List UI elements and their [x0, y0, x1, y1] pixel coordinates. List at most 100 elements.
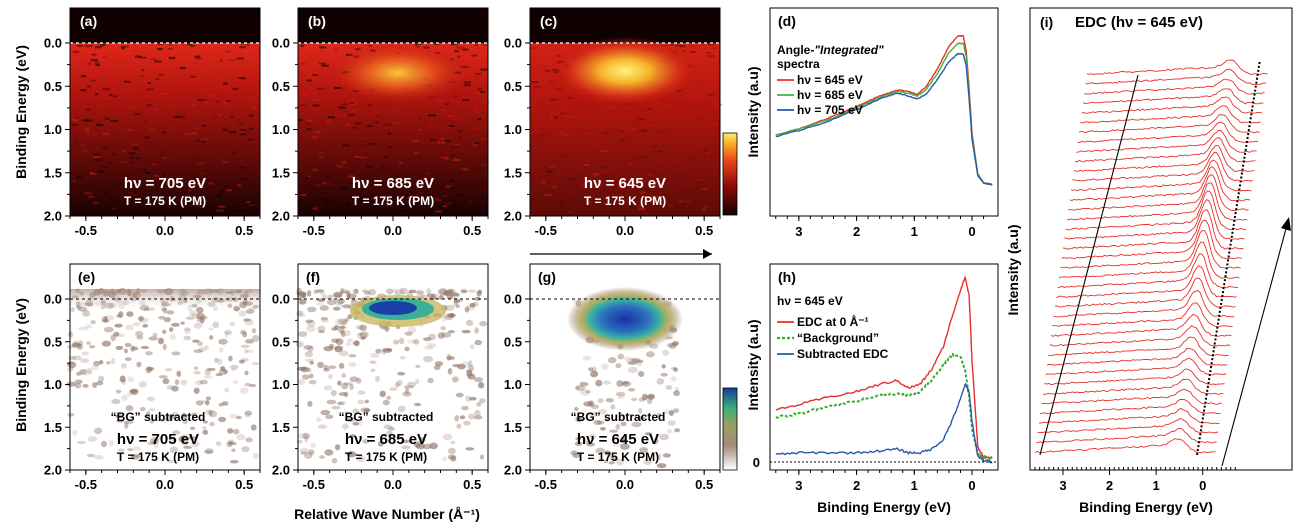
noise-speck	[546, 73, 551, 76]
noise-speck	[230, 367, 236, 372]
noise-speck	[369, 360, 377, 364]
noise-speck	[136, 166, 141, 169]
y-tick-label: 1.5	[272, 165, 290, 180]
noise-speck	[154, 60, 162, 63]
noise-speck	[81, 368, 92, 376]
noise-speck	[474, 44, 478, 47]
noise-speck	[222, 66, 229, 69]
noise-speck	[459, 167, 466, 170]
noise-speck	[117, 448, 125, 452]
noise-speck	[712, 47, 718, 50]
noise-speck	[146, 104, 153, 107]
noise-speck	[146, 396, 156, 402]
noise-speck	[169, 195, 176, 198]
zero-label: 0	[753, 455, 760, 470]
noise-speck	[190, 75, 196, 78]
noise-speck	[639, 180, 646, 183]
noise-speck	[354, 288, 359, 295]
noise-speck	[305, 122, 312, 125]
noise-speck	[457, 363, 466, 370]
noise-speck	[346, 123, 350, 126]
noise-speck	[448, 179, 454, 182]
noise-speck	[101, 340, 112, 347]
noise-speck	[414, 378, 420, 385]
noise-speck	[575, 416, 583, 423]
noise-speck	[111, 153, 117, 156]
noise-speck	[367, 104, 372, 107]
noise-speck	[306, 75, 310, 78]
noise-speck	[109, 93, 113, 96]
noise-speck	[329, 343, 334, 349]
y-tick-label: 0.5	[44, 334, 62, 349]
noise-speck	[156, 48, 163, 51]
noise-speck	[398, 195, 404, 198]
photon-energy-label: hν = 705 eV	[124, 175, 206, 192]
noise-speck	[173, 115, 181, 118]
noise-speck	[559, 132, 566, 135]
noise-speck	[96, 64, 101, 67]
noise-speck	[311, 91, 318, 94]
noise-speck	[116, 314, 121, 318]
noise-speck	[426, 172, 432, 175]
noise-speck	[653, 177, 661, 180]
y-tick-label: 2.0	[44, 209, 62, 224]
noise-speck	[339, 43, 348, 46]
top-ylabel: Binding Energy (eV)	[13, 45, 29, 179]
noise-speck	[479, 320, 488, 327]
noise-speck	[445, 158, 449, 161]
noise-speck	[148, 408, 156, 412]
noise-speck	[352, 340, 359, 346]
noise-speck	[427, 343, 437, 348]
noise-speck	[377, 440, 384, 447]
noise-speck	[334, 444, 341, 451]
noise-speck	[317, 325, 326, 333]
noise-speck	[196, 158, 201, 161]
noise-speck	[311, 108, 319, 111]
intensity-blob	[567, 287, 683, 351]
noise-speck	[588, 367, 594, 372]
noise-speck	[694, 96, 700, 99]
noise-speck	[545, 166, 549, 169]
hot-colorbar	[722, 132, 738, 216]
noise-speck	[359, 324, 368, 331]
noise-speck	[316, 302, 325, 306]
noise-speck	[385, 204, 393, 207]
noise-speck	[240, 43, 244, 46]
noise-speck	[239, 46, 246, 49]
noise-speck	[135, 330, 144, 337]
noise-speck	[310, 77, 316, 80]
noise-speck	[675, 44, 679, 47]
noise-speck	[175, 53, 182, 56]
noise-speck	[89, 134, 96, 137]
noise-speck	[407, 195, 415, 198]
x-tick-label: 0	[1199, 478, 1206, 493]
noise-speck	[169, 327, 174, 332]
noise-speck	[450, 43, 458, 46]
noise-speck	[362, 199, 366, 202]
noise-speck	[314, 131, 322, 134]
noise-speck	[162, 378, 170, 385]
noise-speck	[628, 183, 632, 186]
noise-speck	[369, 121, 377, 124]
noise-speck	[188, 206, 193, 209]
legend-entry: hν = 705 eV	[797, 103, 863, 117]
noise-speck	[85, 119, 93, 122]
noise-speck	[430, 138, 436, 141]
noise-speck	[180, 379, 188, 386]
noise-speck	[102, 165, 108, 168]
noise-speck	[312, 168, 318, 171]
noise-speck	[652, 145, 657, 148]
noise-speck	[652, 102, 661, 105]
noise-speck	[190, 103, 196, 106]
noise-speck	[358, 419, 363, 427]
y-tick-label: 2.0	[504, 463, 522, 478]
noise-speck	[238, 310, 247, 317]
noise-speck	[585, 389, 591, 394]
noise-speck	[317, 87, 325, 90]
noise-speck	[151, 163, 156, 166]
noise-speck	[121, 58, 128, 61]
noise-speck	[598, 191, 603, 194]
noise-speck	[448, 125, 454, 128]
noise-speck	[479, 454, 485, 460]
noise-speck	[180, 43, 186, 46]
